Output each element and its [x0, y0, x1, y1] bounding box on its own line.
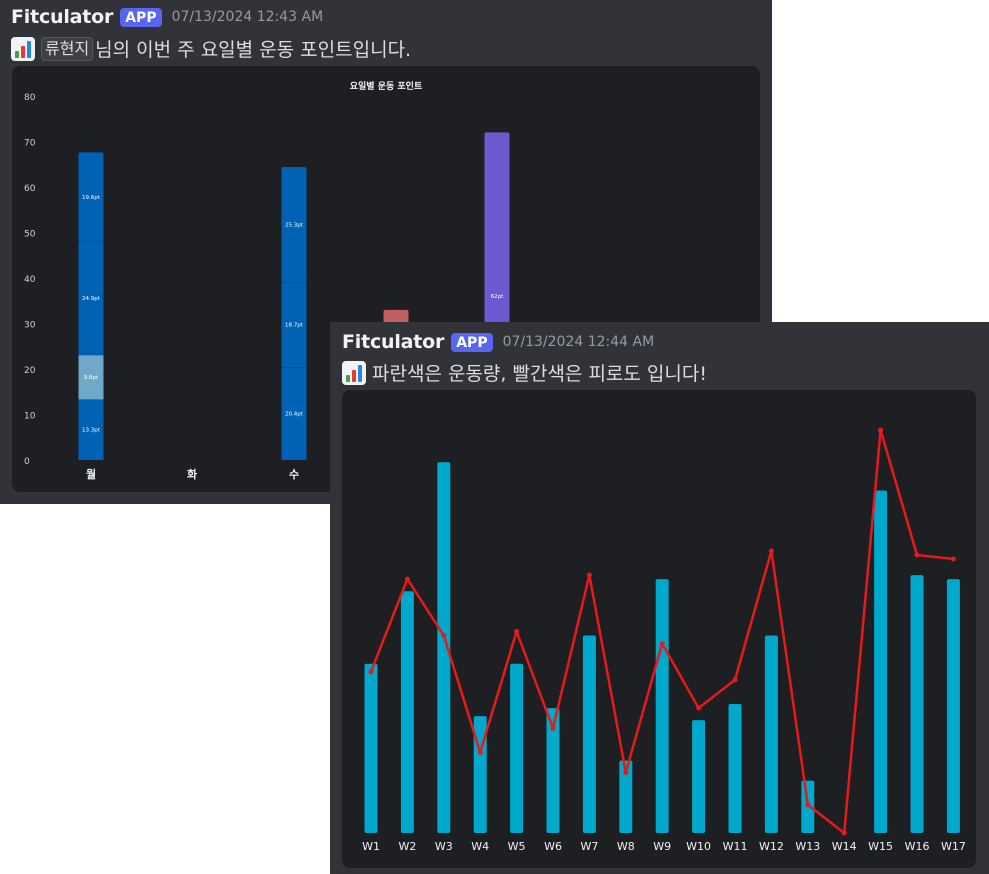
fatigue-point	[659, 641, 665, 647]
message-text: 파란색은 운동량, 빨간색은 피로도 입니다!	[372, 363, 707, 385]
message-content: 류현지 님의 이번 주 요일별 운동 포인트입니다.	[11, 35, 411, 62]
x-tick-label: W15	[868, 840, 893, 853]
x-tick-label: W8	[617, 840, 635, 853]
timestamp[interactable]: 07/13/2024 12:44 AM	[502, 334, 655, 350]
weekly-bar	[764, 635, 778, 833]
y-tick-label: 20	[24, 366, 36, 376]
bar-segment	[78, 354, 104, 400]
fatigue-point	[586, 572, 592, 578]
app-badge: APP	[451, 332, 493, 352]
y-tick-label: 10	[24, 412, 36, 422]
fatigue-point	[732, 677, 738, 683]
message-2: Fitculator APP 07/13/2024 12:44 AM 파란색은 …	[330, 322, 989, 874]
fatigue-point	[404, 576, 410, 582]
weekly-bar	[728, 704, 742, 833]
x-tick-label: 화	[187, 467, 197, 481]
weekly-bar	[619, 760, 633, 833]
fatigue-point	[950, 556, 956, 562]
fatigue-point	[914, 552, 920, 558]
x-tick-label: 월	[86, 467, 96, 481]
fatigue-point	[477, 749, 483, 755]
x-tick-label: W1	[362, 840, 380, 853]
weekly-bar	[655, 579, 669, 833]
chart-embed-weekly[interactable]: W1 W2 W3 W4 W5 W6 W7 W8 W9 W10 W11 W12 W13 W14 W15 W16 W…	[342, 390, 976, 868]
timestamp[interactable]: 07/13/2024 12:43 AM	[171, 9, 324, 25]
fatigue-point	[550, 725, 556, 731]
message-header: Fitculator APP 07/13/2024 12:43 AM	[11, 6, 323, 28]
weekly-bar	[364, 663, 378, 833]
bar-segment	[281, 166, 307, 283]
y-tick-label: 50	[24, 230, 36, 240]
fatigue-point	[841, 830, 847, 836]
x-tick-label: W12	[759, 840, 784, 853]
fatigue-point	[514, 629, 520, 634]
bar-segment	[78, 399, 104, 460]
bar-value-label: 18.7pt	[285, 323, 304, 329]
author-name[interactable]: Fitculator	[11, 6, 114, 28]
bar-chart-emoji-icon	[342, 360, 366, 385]
y-tick-label: 0	[24, 457, 30, 467]
weekly-bar	[546, 708, 560, 833]
weekly-bar	[400, 591, 414, 833]
x-tick-label: W13	[795, 840, 820, 853]
message-text: 님의 이번 주 요일별 운동 포인트입니다.	[95, 39, 412, 61]
x-tick-label: 수	[289, 468, 299, 481]
x-tick-label: W7	[580, 840, 598, 853]
x-tick-label: W16	[905, 840, 930, 853]
bar-chart-emoji-icon	[11, 36, 35, 61]
weekly-bar	[910, 575, 924, 833]
weekly-bar	[692, 720, 706, 833]
y-tick-label: 30	[24, 321, 36, 331]
author-name[interactable]: Fitculator	[342, 331, 445, 353]
bar-segment	[281, 282, 307, 368]
weekly-bar	[946, 579, 960, 833]
y-tick-label: 70	[24, 139, 36, 149]
fatigue-point	[441, 633, 447, 639]
bar-value-label: 19.6pt	[82, 195, 101, 201]
x-tick-label: W10	[686, 840, 711, 853]
message-content: 파란색은 운동량, 빨간색은 피로도 입니다!	[342, 359, 707, 386]
y-tick-label: 40	[24, 275, 36, 285]
bar-value-label: 24.9pt	[82, 296, 101, 302]
x-tick-label: W5	[508, 840, 526, 853]
user-mention[interactable]: 류현지	[41, 36, 94, 61]
bar-segment	[281, 367, 307, 460]
bar-value-label: 25.3pt	[285, 223, 304, 229]
x-tick-label: W11	[723, 840, 748, 853]
bar-value-label: 62pt	[491, 294, 504, 300]
fatigue-point	[805, 802, 811, 808]
x-tick-label: W17	[941, 840, 966, 853]
weekly-bar	[874, 490, 888, 833]
x-tick-label: W6	[544, 840, 562, 853]
weekly-bar	[582, 635, 596, 833]
bar-segment	[78, 241, 104, 355]
x-tick-label: W3	[435, 840, 453, 853]
fatigue-point	[878, 427, 884, 433]
y-tick-label: 60	[24, 184, 36, 194]
y-tick-label: 80	[24, 93, 36, 103]
bar-value-label: 9.8pt	[84, 375, 99, 381]
app-badge: APP	[120, 7, 162, 27]
x-tick-label: W4	[471, 840, 489, 853]
chart-title: 요일별 운동 포인트	[350, 80, 423, 92]
weekly-bar	[510, 663, 524, 833]
x-tick-label: W14	[832, 840, 857, 853]
bar-value-label: 20.4pt	[285, 412, 304, 418]
weekly-bar	[437, 462, 451, 833]
fatigue-point	[623, 770, 629, 776]
fatigue-point	[768, 548, 774, 554]
x-tick-label: W9	[653, 840, 671, 853]
fatigue-point	[368, 669, 374, 675]
message-header: Fitculator APP 07/13/2024 12:44 AM	[342, 331, 654, 353]
x-tick-label: W2	[398, 840, 416, 853]
bar-value-label: 13.3pt	[82, 428, 101, 434]
weekly-workload-fatigue-chart: W1 W2 W3 W4 W5 W6 W7 W8 W9 W10 W11 W12 W13 W14 W15 W16 W…	[362, 427, 966, 853]
fatigue-point	[696, 705, 702, 711]
bar-segment	[78, 152, 104, 242]
